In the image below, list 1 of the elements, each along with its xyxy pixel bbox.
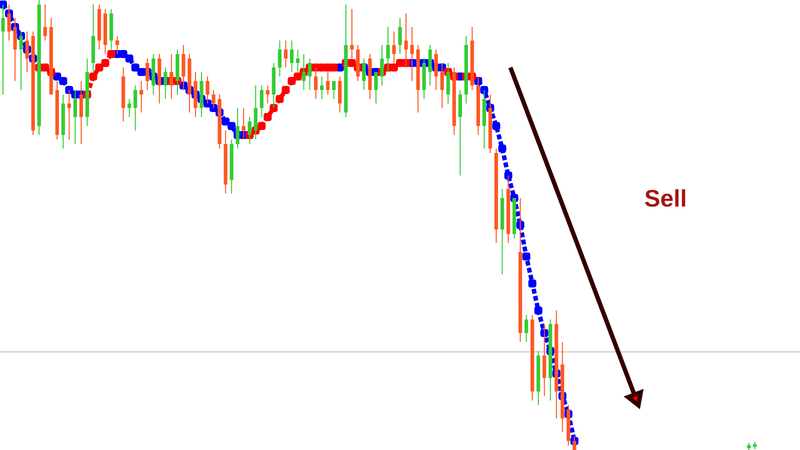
annotation: Sell xyxy=(645,189,686,207)
